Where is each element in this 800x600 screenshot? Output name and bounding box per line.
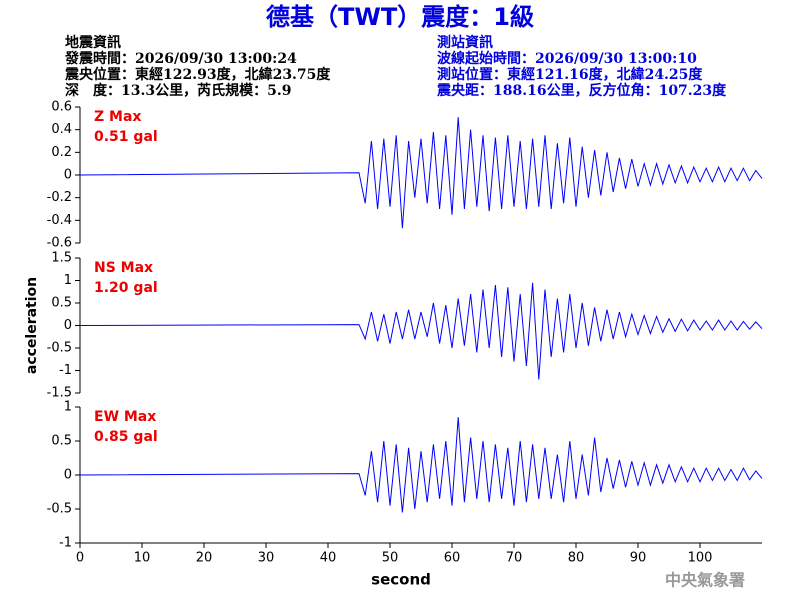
x-tick-label: 10: [134, 551, 151, 566]
x-tick-label: 20: [196, 551, 213, 566]
x-tick-label: 30: [258, 551, 275, 566]
footer: 中央氣象署: [665, 571, 745, 590]
waveform: [79, 282, 763, 380]
x-tick-label: 0: [76, 551, 84, 566]
info-left: 深 度：13.3公里，芮氏規模：5.9: [65, 82, 291, 99]
annotation: Z Max: [94, 109, 141, 125]
info-left: 發震時間：2026/09/30 13:00:24: [64, 50, 297, 67]
y-tick-label: -0.4: [47, 213, 72, 228]
title: 德基（TWT）震度：1級: [266, 3, 534, 31]
x-tick-label: 100: [688, 551, 713, 566]
info-right: 測站資訊: [437, 34, 493, 51]
info-left: 震央位置：東經122.93度，北緯23.75度: [64, 66, 331, 83]
annotation: 1.20 gal: [94, 280, 158, 296]
info-left: 地震資訊: [65, 34, 121, 51]
waveform: [79, 117, 763, 229]
info-right: 測站位置：東經121.16度，北緯24.25度: [437, 66, 703, 83]
info-right: 波線起始時間：2026/09/30 13:00:10: [437, 50, 697, 67]
y-tick-label: -1: [59, 536, 72, 551]
y-tick-label: -0.5: [47, 341, 72, 356]
annotation: 0.85 gal: [94, 429, 158, 445]
x-axis-label: second: [371, 571, 431, 589]
y-tick-label: 0.6: [51, 100, 72, 115]
y-tick-label: 0.5: [51, 296, 72, 311]
y-tick-label: -0.5: [47, 502, 72, 517]
x-tick-label: 70: [506, 551, 523, 566]
annotation: EW Max: [94, 409, 156, 425]
y-tick-label: 0.2: [51, 145, 72, 160]
x-tick-label: 80: [568, 551, 585, 566]
annotation: NS Max: [94, 260, 153, 276]
y-tick-label: -0.2: [47, 190, 72, 205]
waveform: [79, 417, 763, 513]
annotation: 0.51 gal: [94, 129, 158, 145]
y-tick-label: 0.4: [51, 122, 72, 137]
y-tick-label: 1: [64, 400, 72, 415]
x-tick-label: 90: [630, 551, 647, 566]
info-right: 震央距：188.16公里，反方位角：107.23度: [436, 82, 727, 99]
y-tick-label: 0: [64, 318, 72, 333]
x-tick-label: 40: [320, 551, 337, 566]
y-tick-label: 0.5: [51, 434, 72, 449]
y-tick-label: 0: [64, 168, 72, 183]
y-tick-label: 1: [64, 273, 72, 288]
y-tick-label: -1: [59, 363, 72, 378]
x-tick-label: 60: [444, 551, 461, 566]
x-tick-label: 50: [382, 551, 399, 566]
y-tick-label: -0.6: [47, 236, 72, 251]
y-tick-label: -1.5: [47, 386, 72, 401]
y-axis-label: acceleration: [24, 277, 40, 374]
y-tick-label: 1.5: [51, 251, 72, 266]
y-tick-label: 0: [64, 468, 72, 483]
